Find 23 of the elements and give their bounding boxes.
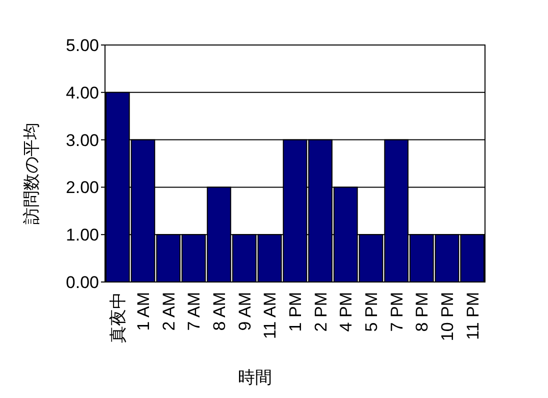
x-tick-label: 1 AM xyxy=(134,292,153,331)
x-tick-label: 8 AM xyxy=(210,292,229,331)
x-tick-label: 8 PM xyxy=(412,292,432,332)
x-tick-label: 5 PM xyxy=(362,292,381,332)
y-tick-label: 3.00 xyxy=(66,130,99,150)
x-tick-label: 4 PM xyxy=(336,292,356,332)
x-tick-label: 7 PM xyxy=(387,292,406,332)
x-tick-label: 10 PM xyxy=(438,292,457,342)
y-tick-label: 4.00 xyxy=(66,83,99,102)
y-tick-label: 5.00 xyxy=(66,36,99,55)
x-tick-label: 11 PM xyxy=(463,292,482,340)
y-axis-title: 訪問数の平均 xyxy=(22,122,41,224)
x-tick-label: 11 AM xyxy=(260,292,280,339)
x-tick-label: 1 PM xyxy=(286,292,305,332)
x-tick-label: 2 AM xyxy=(159,292,178,331)
x-tick-label: 7 AM xyxy=(184,292,204,331)
y-tick-label: 1.00 xyxy=(66,226,99,245)
x-tick-label: 2 PM xyxy=(311,292,330,332)
x-tick-label: 真夜中 xyxy=(108,292,128,343)
x-tick-label: 9 AM xyxy=(235,292,254,331)
y-tick-label: 2.00 xyxy=(66,178,99,198)
x-axis-title: 時間 xyxy=(238,368,272,387)
y-tick-label: 0.00 xyxy=(66,273,99,292)
